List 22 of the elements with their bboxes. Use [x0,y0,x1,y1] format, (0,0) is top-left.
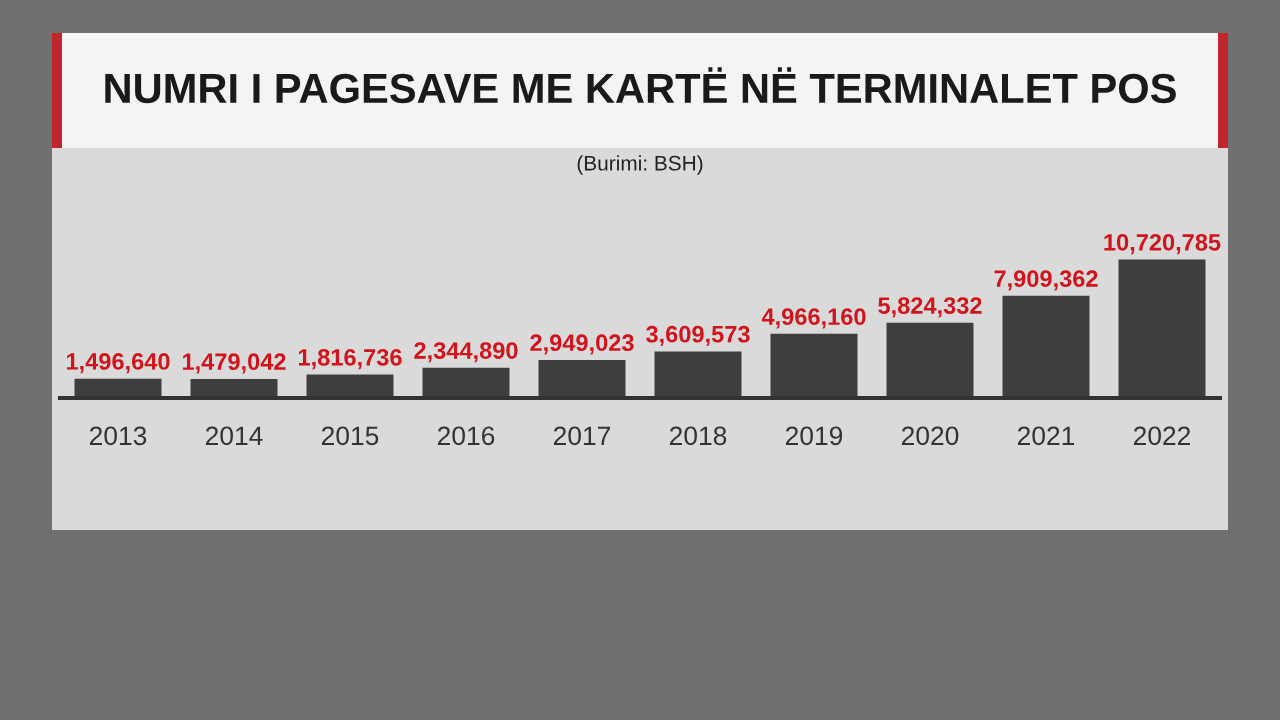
x-tick-label: 2016 [437,426,495,446]
data-label: 1,496,640 [66,353,170,374]
data-label: 1,816,736 [298,348,402,370]
x-tick-label: 2017 [553,426,611,446]
x-tick-label: 2022 [1133,426,1191,446]
data-label: 10,720,785 [1104,233,1221,255]
data-label: 5,824,332 [878,297,982,318]
x-tick-label: 2019 [785,426,843,446]
data-label: 4,966,160 [761,308,866,329]
x-tick-label: 2013 [89,426,147,446]
data-label: 2,344,890 [414,342,518,363]
data-label: 2,949,023 [530,334,634,355]
chart-title: NUMRI I PAGESAVE ME KARTË NË TERMINALET POS [105,67,1176,104]
text: (Burimi: BSH) [577,155,703,175]
data-label: 1,479,042 [182,353,286,374]
x-tick-label: 2014 [205,426,263,446]
data-label: 3,609,573 [646,325,750,346]
data-label: 7,909,362 [994,270,1098,291]
x-tick-label: 2018 [669,426,727,446]
x-tick-label: 2021 [1017,426,1075,446]
x-tick-label: 2020 [901,426,959,446]
x-tick-label: 2015 [321,426,379,446]
